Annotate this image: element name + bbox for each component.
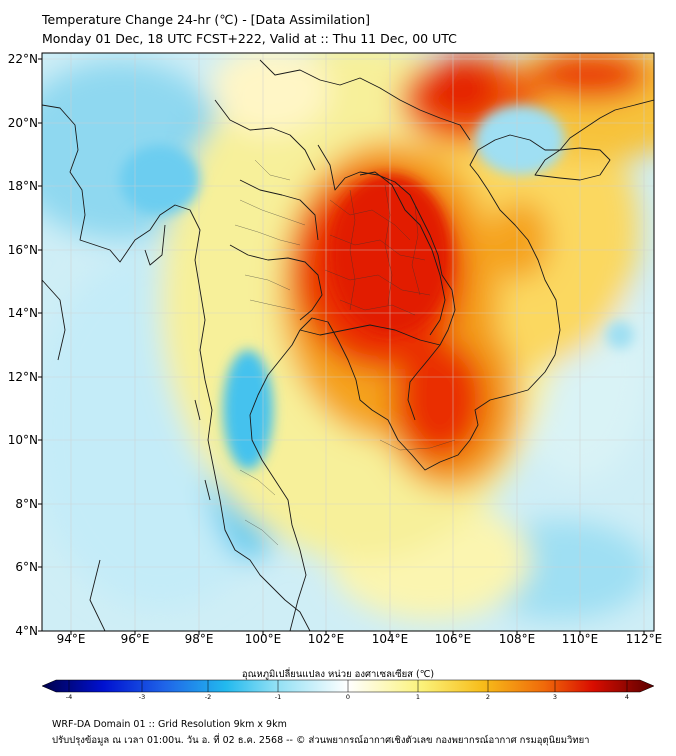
temperature-field (42, 53, 654, 631)
axis-ticks (38, 58, 645, 635)
colorbar-tick: 2 (485, 693, 491, 701)
map-frame (41, 52, 655, 632)
lat-label: 8°N (15, 497, 38, 511)
graticule (42, 53, 654, 631)
coastlines (42, 59, 654, 631)
lon-label: 104°E (371, 632, 409, 646)
footer-credit: ปรับปรุงข้อมูล ณ เวลา 01:00น. วัน อ. ที่… (52, 735, 590, 746)
colorbar (41, 679, 655, 693)
colorbar-tick: -1 (274, 693, 282, 701)
colorbar-tick: -4 (65, 693, 73, 701)
lat-label: 22°N (7, 52, 38, 66)
lat-label: 18°N (7, 179, 38, 193)
lat-label: 10°N (7, 433, 38, 447)
lon-label: 100°E (244, 632, 282, 646)
lon-label: 108°E (498, 632, 536, 646)
colorbar-tick: -3 (138, 693, 146, 701)
lon-label: 96°E (120, 632, 150, 646)
map-subtitle: Monday 01 Dec, 18 UTC FCST+222, Valid at… (42, 31, 457, 46)
lat-label: 12°N (7, 370, 38, 384)
colorbar-tick: 3 (552, 693, 558, 701)
lat-label: 16°N (7, 243, 38, 257)
province-borders (234, 159, 456, 546)
lat-label: 4°N (15, 624, 38, 638)
lat-label: 20°N (7, 116, 38, 130)
lat-label: 14°N (7, 306, 38, 320)
lon-label: 106°E (434, 632, 472, 646)
colorbar-tick: -2 (204, 693, 212, 701)
lat-label: 6°N (15, 560, 38, 574)
footer-domain-info: WRF-DA Domain 01 :: Grid Resolution 9km … (52, 719, 287, 730)
lon-label: 98°E (184, 632, 214, 646)
lon-label: 94°E (56, 632, 86, 646)
colorbar-tick: 0 (345, 693, 351, 701)
colorbar-tick: 4 (624, 693, 630, 701)
map-title: Temperature Change 24-hr (℃) - [Data Ass… (42, 12, 371, 27)
lon-label: 102°E (307, 632, 345, 646)
lon-label: 112°E (625, 632, 663, 646)
lon-label: 110°E (561, 632, 599, 646)
colorbar-tick: 1 (415, 693, 421, 701)
colorbar-label: อุณหภูมิเปลี่ยนแปลง หน่วย องศาเซลเซียส (… (241, 669, 435, 680)
